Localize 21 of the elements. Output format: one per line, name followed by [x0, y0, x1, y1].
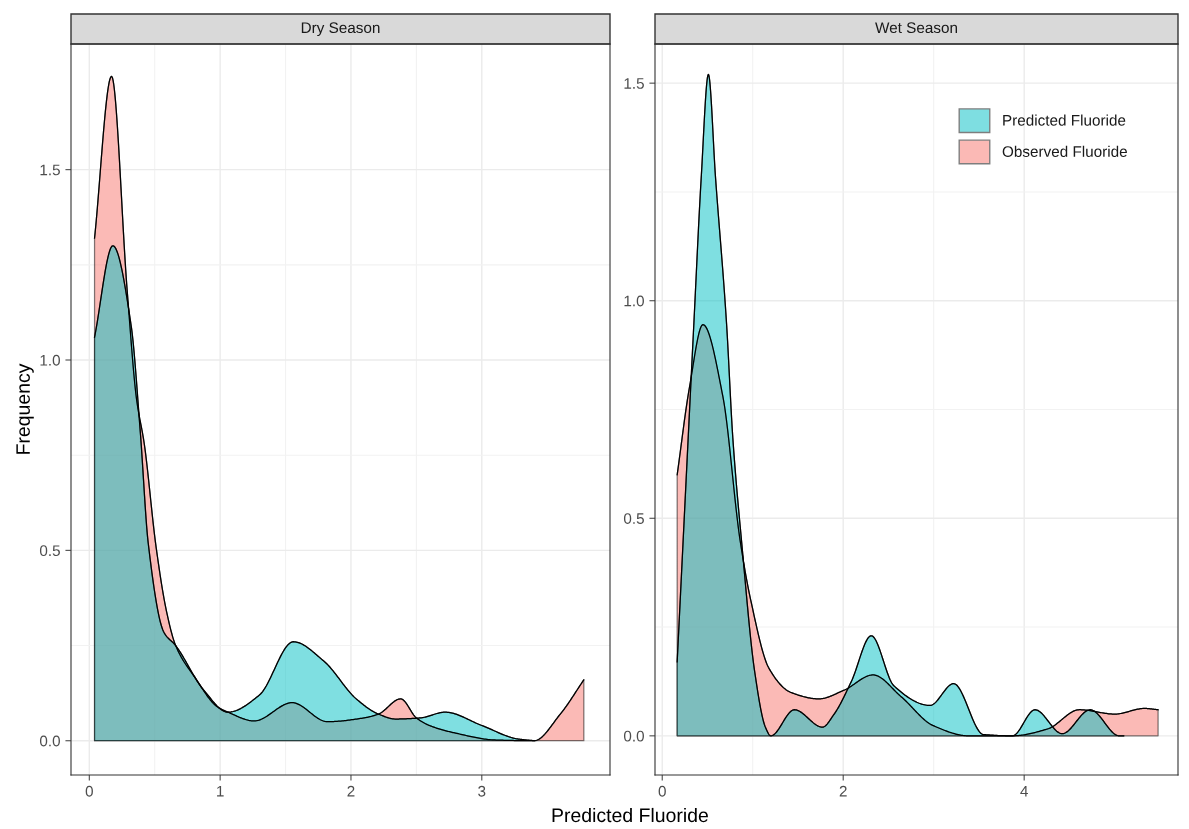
- x-tick-label: 2: [347, 785, 355, 797]
- chart-title: Dry Season: [301, 22, 380, 37]
- chart-title: Wet Season: [875, 22, 957, 34]
- y-tick-label: 0.5: [39, 545, 60, 557]
- y-tick-label: 1.0: [40, 354, 60, 366]
- x-axis-title: Predicted Fluoride: [552, 807, 708, 823]
- x-tick-label: 0: [658, 785, 666, 797]
- y-tick-label: 1.5: [624, 78, 644, 89]
- legend-label: Observed Fluoride: [1002, 145, 1127, 157]
- x-tick-label: 3: [478, 785, 486, 797]
- y-tick-label: 0.0: [623, 730, 644, 742]
- y-tick-label: 1.5: [40, 164, 60, 176]
- x-tick-label: 2: [839, 785, 847, 797]
- x-tick-label: 4: [1020, 785, 1028, 797]
- x-tick-label: 0: [85, 785, 93, 797]
- y-axis-title: Frequency: [16, 363, 34, 454]
- legend-label: Predicted Fluoride: [1003, 114, 1126, 126]
- y-tick-label: 0.0: [39, 735, 60, 747]
- x-tick-label: 1: [217, 785, 224, 797]
- y-tick-label: 0.5: [623, 513, 644, 524]
- y-tick-label: 1.0: [624, 295, 644, 307]
